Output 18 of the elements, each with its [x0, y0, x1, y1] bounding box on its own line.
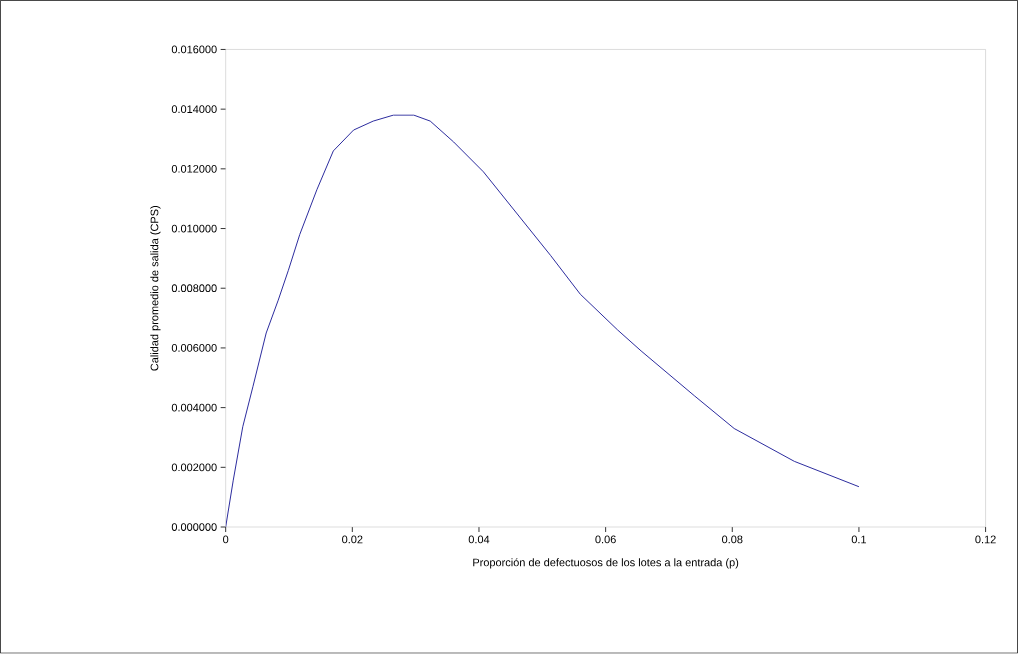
y-tick-label: 0.002000 — [171, 463, 217, 472]
x-tick-label: 0.04 — [468, 535, 490, 544]
x-tick-label: 0.08 — [722, 535, 743, 544]
y-tick-label: 0.008000 — [171, 284, 217, 293]
x-tick-label: 0 — [223, 535, 229, 544]
x-tick-label: 0.12 — [975, 535, 996, 544]
y-tick-label: 0.014000 — [171, 105, 217, 114]
x-tick-label: 0.06 — [595, 535, 616, 544]
y-axis-title: Calidad promedio de salida (CPS) — [150, 206, 161, 371]
x-axis-title: Proporción de defectuosos de los lotes a la entrada (p) — [473, 558, 739, 569]
y-tick-label: 0.004000 — [171, 403, 217, 412]
x-tick-label: 0.02 — [342, 535, 363, 544]
y-tick-label: 0.012000 — [171, 165, 217, 173]
y-tick-label: 0.000000 — [171, 523, 217, 532]
y-tick-label: 0.016000 — [171, 45, 217, 54]
y-tick-label: 0.010000 — [171, 224, 217, 233]
y-tick-label: 0.006000 — [171, 344, 217, 353]
x-tick-label: 0.1 — [851, 535, 867, 544]
